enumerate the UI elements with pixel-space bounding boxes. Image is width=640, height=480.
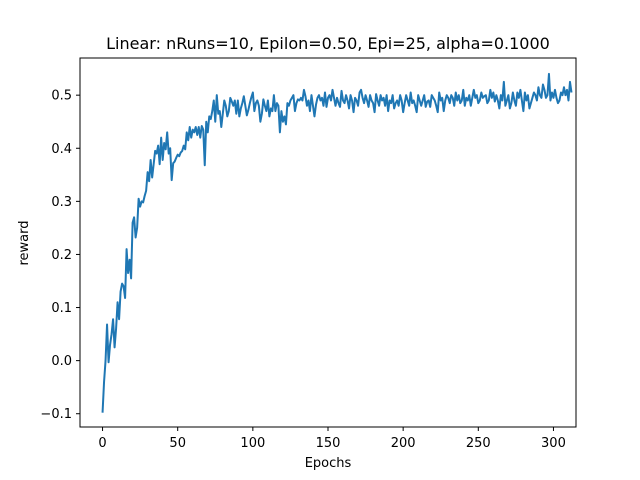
x-tick-label: 200 — [391, 436, 416, 451]
x-tick-label: 100 — [240, 436, 265, 451]
x-tick-label: 150 — [316, 436, 341, 451]
y-tick-label: 0.2 — [51, 248, 72, 263]
x-axis-label: Epochs — [305, 456, 352, 471]
x-axis: 0 50 100 150 200 250 300 — [98, 427, 566, 451]
y-tick-label: 0.3 — [51, 195, 72, 210]
x-tick-label: 50 — [169, 436, 186, 451]
x-tick-label: 0 — [98, 436, 106, 451]
series-line — [101, 72, 573, 413]
y-tick-label: 0.5 — [51, 89, 72, 104]
y-tick-label: 0.4 — [51, 142, 72, 157]
y-tick-label: 0.1 — [51, 301, 72, 316]
y-tick-label: 0.0 — [51, 354, 72, 369]
x-tick-label: 300 — [541, 436, 566, 451]
chart-title: Linear: nRuns=10, Epilon=0.50, Epi=25, a… — [106, 34, 550, 53]
y-tick-label: −0.1 — [40, 407, 72, 422]
y-axis: −0.1 0.0 0.1 0.2 0.3 0.4 0.5 — [40, 89, 80, 422]
y-axis-label: reward — [17, 220, 32, 265]
x-tick-label: 250 — [466, 436, 491, 451]
